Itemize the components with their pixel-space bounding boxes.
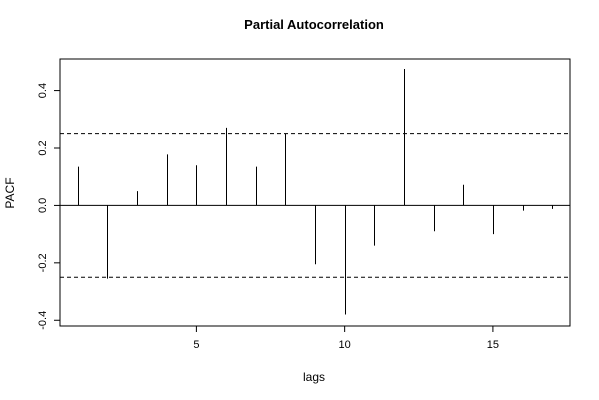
x-tick-label: 15 [487,339,499,351]
confidence-bounds [60,133,570,278]
x-tick-label: 5 [193,339,199,351]
y-tick-label: 0.4 [37,83,49,98]
y-tick-label: -0.4 [37,311,49,330]
y-tick-label: -0.2 [37,253,49,272]
chart-title: Partial Autocorrelation [244,17,384,32]
y-tick-label: 0.0 [37,198,49,213]
y-axis-label: PACF [3,177,17,208]
x-tick-label: 10 [339,339,351,351]
plot-frame [59,58,571,327]
y-axis: -0.4 -0.2 0.0 0.2 0.4 [37,83,60,330]
x-axis: 5 10 15 [193,326,499,351]
x-axis-label: lags [303,370,325,384]
pacf-bars [78,69,553,315]
y-tick-label: 0.2 [37,140,49,155]
